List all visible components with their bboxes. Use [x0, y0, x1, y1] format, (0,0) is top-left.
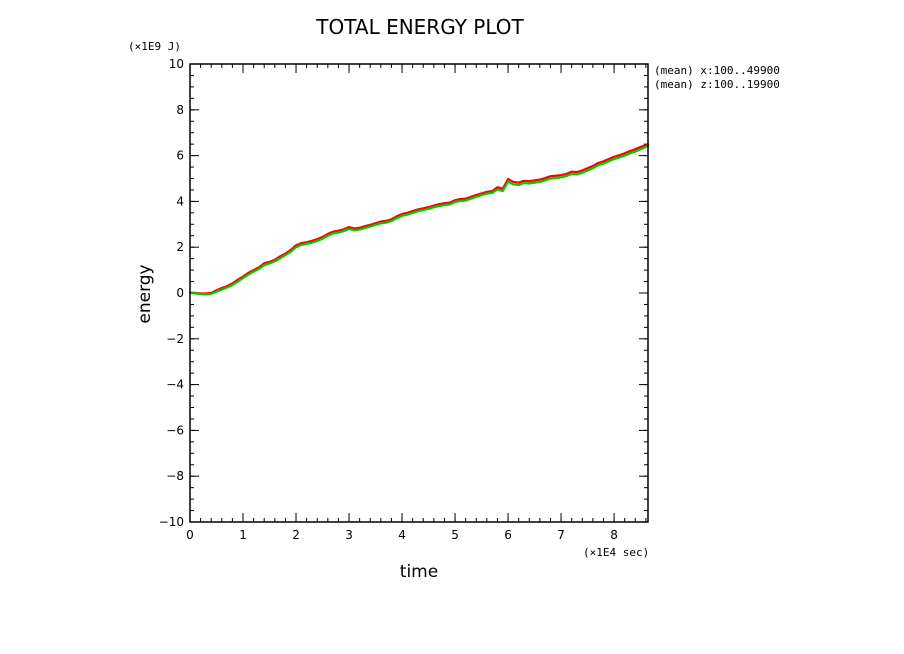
y-axis-title: energy: [135, 264, 155, 323]
annotation-x-range: (mean) x:100..49900: [654, 64, 780, 77]
series-line-2: [188, 144, 650, 296]
y-tick-label: −8: [166, 469, 184, 483]
y-tick-label: −10: [159, 515, 184, 529]
axis-ticks: 0 1 2 3 4 5 6 7 8 −10 −8 −6 −4 −2 0 2 4 6 8 10: [159, 57, 648, 542]
x-tick-label: 0: [186, 528, 194, 542]
y-tick-label: 6: [176, 149, 184, 163]
x-tick-label: 4: [398, 528, 406, 542]
y-tick-label: −6: [166, 423, 184, 437]
series-line-1: [188, 143, 650, 295]
y-tick-label: −2: [166, 332, 184, 346]
x-tick-label: 6: [504, 528, 512, 542]
plot-frame: [189, 63, 649, 523]
y-tick-label: 10: [169, 57, 184, 71]
x-tick-label: 5: [451, 528, 459, 542]
x-axis-title: time: [400, 562, 438, 582]
x-tick-label: 1: [239, 528, 247, 542]
annotation-z-range: (mean) z:100..19900: [654, 78, 780, 91]
x-tick-label: 2: [292, 528, 300, 542]
y-tick-label: 0: [176, 286, 184, 300]
y-tick-label: 2: [176, 240, 184, 254]
x-tick-label: 3: [345, 528, 353, 542]
x-unit-label: (×1E4 sec): [583, 546, 649, 559]
y-tick-label: 8: [176, 103, 184, 117]
y-tick-label: −4: [166, 378, 184, 392]
x-tick-label: 8: [610, 528, 618, 542]
chart-title: TOTAL ENERGY PLOT: [315, 15, 524, 39]
series-layer: [188, 143, 650, 296]
y-unit-label: (×1E9 J): [128, 40, 181, 53]
y-tick-label: 4: [176, 194, 184, 208]
x-tick-label: 7: [557, 528, 565, 542]
